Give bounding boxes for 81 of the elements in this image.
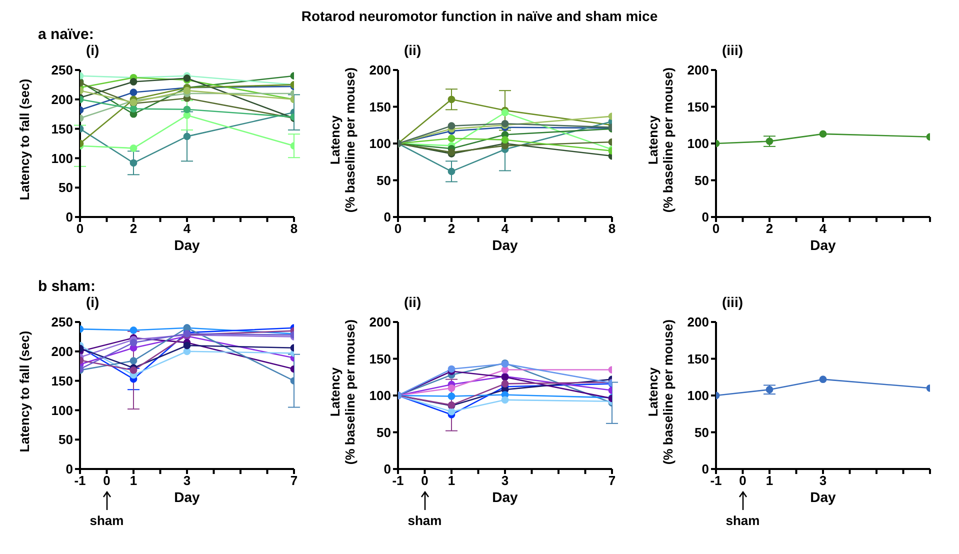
y-tick-label: 100 (687, 388, 709, 404)
chart-title: (i) (86, 42, 100, 58)
x-tick-label: 2 (766, 221, 774, 236)
y-tick-label: 0 (66, 462, 73, 477)
x-axis-title: Day (173, 489, 201, 505)
y-tick-label: 150 (687, 351, 709, 366)
y-tick-label: 250 (51, 314, 73, 330)
chart-title: (ii) (404, 42, 422, 58)
x-axis-title: Day (491, 489, 519, 505)
x-tick-label: 2 (448, 221, 456, 236)
y-tick-label: 0 (702, 210, 709, 225)
x-axis-title: Day (809, 489, 837, 505)
y-tick-label: 200 (687, 314, 709, 330)
x-tick-label: -1 (392, 473, 404, 488)
x-axis-title: Day (491, 237, 519, 253)
y-tick-label: 200 (51, 344, 73, 360)
y-axis-title: Latency (% baseline per mouse) (328, 318, 358, 464)
y-tick-label: 200 (369, 62, 391, 78)
y-tick-label: 150 (51, 121, 73, 136)
x-tick-label: 3 (819, 473, 827, 488)
y-tick-label: 0 (66, 210, 73, 225)
chart-title: (i) (86, 294, 100, 310)
y-tick-label: 50 (376, 424, 391, 440)
chart-title: (ii) (404, 294, 422, 310)
text: sham (88, 513, 125, 528)
x-tick-label: 4 (819, 221, 828, 236)
x-tick-label: 0 (394, 221, 402, 236)
chart-title: (iii) (722, 294, 743, 310)
x-tick-label: 0 (712, 221, 720, 236)
x-tick-label: 0 (739, 473, 746, 488)
x-tick-label: -1 (710, 473, 722, 488)
y-tick-label: 150 (369, 351, 391, 366)
y-tick-label: 50 (694, 424, 709, 440)
y-tick-label: 50 (58, 180, 73, 196)
text: b sham: (38, 278, 96, 295)
chart-title: (iii) (722, 42, 743, 58)
x-tick-label: 1 (448, 473, 456, 488)
x-tick-label: 3 (501, 473, 509, 488)
y-axis-title: Latency (% baseline per mouse) (328, 66, 358, 212)
y-tick-label: 200 (51, 92, 73, 108)
y-tick-label: 150 (687, 99, 709, 114)
y-tick-label: 50 (694, 172, 709, 188)
x-axis-title: Day (809, 237, 837, 253)
x-tick-label: 0 (421, 473, 428, 488)
x-tick-label: 0 (76, 221, 84, 236)
y-tick-label: 100 (51, 150, 73, 166)
x-tick-label: 1 (130, 473, 138, 488)
x-tick-label: 1 (766, 473, 774, 488)
text: a naïve: (38, 26, 94, 43)
text: Rotarod neuromotor function in naïve and sham mice (300, 8, 659, 24)
y-tick-label: 200 (369, 314, 391, 330)
x-tick-label: 4 (183, 221, 192, 236)
y-axis-title: Latency to fall (sec) (18, 78, 32, 200)
y-axis-title: Latency to fall (sec) (18, 330, 32, 452)
y-tick-label: 0 (702, 462, 709, 477)
x-tick-label: 2 (130, 221, 138, 236)
y-tick-label: 100 (369, 388, 391, 404)
y-tick-label: 150 (369, 99, 391, 114)
x-tick-label: 8 (608, 221, 616, 236)
y-tick-label: 100 (369, 136, 391, 152)
y-tick-label: 50 (376, 172, 391, 188)
y-tick-label: 200 (687, 62, 709, 78)
y-tick-label: 50 (58, 432, 73, 448)
y-tick-label: 0 (384, 210, 391, 225)
y-axis-title: Latency (% baseline per mouse) (646, 66, 676, 212)
x-tick-label: -1 (74, 473, 86, 488)
x-tick-label: 3 (183, 473, 191, 488)
x-axis-title: Day (173, 237, 201, 253)
x-tick-label: 7 (608, 473, 616, 488)
x-tick-label: 8 (290, 221, 298, 236)
y-tick-label: 100 (51, 402, 73, 418)
y-tick-label: 0 (384, 462, 391, 477)
x-tick-label: 4 (501, 221, 510, 236)
y-tick-label: 250 (51, 62, 73, 78)
y-tick-label: 100 (687, 136, 709, 152)
text: sham (724, 513, 761, 528)
y-tick-label: 150 (51, 373, 73, 388)
text: sham (406, 513, 443, 528)
y-axis-title: Latency (% baseline per mouse) (646, 318, 676, 464)
x-tick-label: 7 (290, 473, 298, 488)
x-tick-label: 0 (103, 473, 110, 488)
